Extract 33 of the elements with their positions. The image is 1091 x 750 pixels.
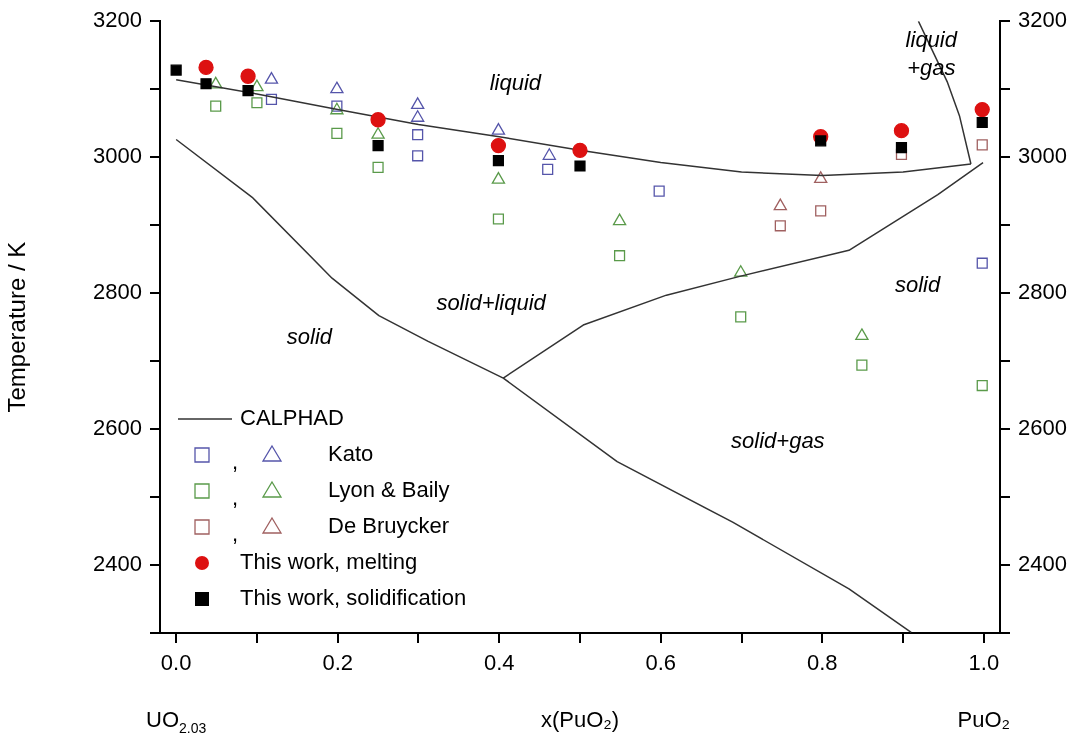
legend-label: CALPHAD bbox=[240, 405, 344, 431]
annotation: , bbox=[231, 449, 239, 475]
y2-tick-label: 3000 bbox=[1018, 143, 1067, 169]
text: PuO₂ bbox=[957, 707, 1011, 733]
x-tick-label: 0.8 bbox=[807, 650, 838, 676]
annotation: solid bbox=[286, 324, 333, 350]
legend-label: De Bruycker bbox=[328, 513, 450, 539]
annotation: solid+gas bbox=[731, 428, 825, 454]
y-axis-title: Temperature / K bbox=[3, 241, 31, 413]
y2-tick-label: 2800 bbox=[1018, 279, 1067, 305]
y-tick-label: 2600 bbox=[93, 415, 142, 441]
x-tick-label: 0.4 bbox=[483, 650, 515, 676]
x-tick-label: 0.6 bbox=[645, 650, 677, 676]
annotation: , bbox=[231, 521, 239, 547]
y2-tick-label: 2600 bbox=[1018, 415, 1067, 441]
y2-tick-label: 3200 bbox=[1018, 7, 1067, 33]
y-tick-label: 3200 bbox=[93, 7, 142, 33]
y-tick-label: 2400 bbox=[93, 551, 142, 577]
y-tick-label: 3000 bbox=[93, 143, 142, 169]
annotation: solid+liquid bbox=[436, 290, 547, 316]
legend-label: Lyon & Baily bbox=[328, 477, 450, 503]
legend-label: This work, solidification bbox=[240, 585, 467, 611]
x-tick-label: 0.0 bbox=[160, 650, 192, 676]
x-tick-label: 0.2 bbox=[322, 650, 353, 676]
annotation: solid bbox=[894, 272, 941, 298]
legend-label: Kato bbox=[328, 441, 374, 467]
annotation: , bbox=[231, 485, 239, 511]
y2-tick-label: 2400 bbox=[1018, 551, 1067, 577]
y-tick-label: 2800 bbox=[93, 279, 142, 305]
x-axis-title: x(PuO₂) bbox=[540, 707, 620, 733]
x-tick-label: 1.0 bbox=[968, 650, 1000, 676]
annotation: liquid bbox=[489, 70, 542, 96]
legend-label: This work, melting bbox=[240, 549, 418, 575]
